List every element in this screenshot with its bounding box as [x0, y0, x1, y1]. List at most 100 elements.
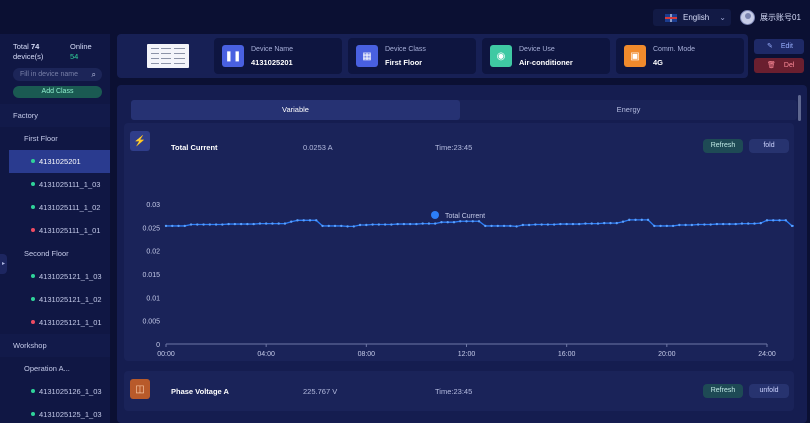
data-point[interactable] — [552, 223, 556, 226]
data-point[interactable] — [440, 221, 443, 224]
device-item[interactable]: 4131025111_1_01 — [0, 219, 110, 242]
tab-variable[interactable]: Variable — [131, 100, 460, 120]
data-point[interactable] — [703, 223, 706, 226]
data-point[interactable] — [396, 222, 399, 226]
data-point[interactable] — [427, 222, 431, 225]
data-point[interactable] — [690, 223, 694, 227]
data-point[interactable] — [603, 221, 606, 225]
data-point[interactable] — [790, 224, 794, 228]
scrollbar[interactable] — [798, 95, 801, 121]
device-item[interactable]: 4131025201 — [9, 150, 110, 173]
data-point[interactable] — [340, 224, 343, 228]
data-point[interactable] — [521, 223, 525, 227]
data-point[interactable] — [534, 223, 537, 226]
tab-energy[interactable]: Energy — [616, 105, 641, 114]
data-point[interactable] — [459, 220, 462, 223]
data-point[interactable] — [772, 219, 775, 222]
data-point[interactable] — [315, 219, 318, 222]
data-point[interactable] — [490, 224, 493, 228]
data-point[interactable] — [252, 222, 255, 226]
data-point[interactable] — [308, 219, 312, 222]
data-point[interactable] — [371, 223, 374, 226]
data-point[interactable] — [721, 222, 725, 226]
refresh-button[interactable]: Refresh — [703, 139, 743, 153]
data-point[interactable] — [196, 223, 199, 226]
data-point[interactable] — [477, 220, 481, 223]
data-point[interactable] — [290, 220, 293, 223]
data-point[interactable] — [653, 224, 656, 228]
tree-group[interactable]: Factory — [0, 104, 110, 127]
user-menu[interactable]: 展示账号01 — [740, 10, 801, 25]
device-item[interactable]: 4131025111_1_03 — [0, 173, 110, 196]
data-point[interactable] — [446, 221, 449, 224]
data-point[interactable] — [183, 224, 186, 228]
data-point[interactable] — [233, 222, 237, 226]
data-point[interactable] — [546, 223, 550, 226]
data-point[interactable] — [189, 223, 193, 226]
data-point[interactable] — [383, 223, 387, 226]
data-point[interactable] — [227, 222, 230, 226]
data-point[interactable] — [778, 219, 781, 222]
data-point[interactable] — [239, 222, 243, 226]
data-point[interactable] — [753, 222, 756, 225]
data-point[interactable] — [709, 223, 712, 226]
data-point[interactable] — [327, 224, 330, 228]
tree-group[interactable]: Workshop — [0, 334, 110, 357]
data-point[interactable] — [615, 221, 618, 225]
refresh-button[interactable]: Refresh — [703, 384, 743, 398]
data-point[interactable] — [171, 224, 174, 228]
unfold-button[interactable]: unfold — [749, 384, 789, 398]
data-point[interactable] — [390, 223, 393, 226]
data-point[interactable] — [728, 222, 731, 226]
data-point[interactable] — [246, 222, 249, 226]
data-point[interactable] — [640, 218, 643, 222]
data-point[interactable] — [634, 218, 637, 222]
data-point[interactable] — [609, 221, 612, 225]
data-point[interactable] — [277, 222, 280, 225]
data-point[interactable] — [214, 223, 218, 226]
data-point[interactable] — [496, 224, 500, 228]
data-point[interactable] — [333, 224, 337, 228]
data-point[interactable] — [258, 222, 262, 225]
data-point[interactable] — [734, 222, 737, 226]
data-point[interactable] — [584, 222, 587, 225]
data-point[interactable] — [671, 224, 675, 228]
data-point[interactable] — [221, 223, 224, 226]
data-point[interactable] — [665, 224, 669, 228]
data-point[interactable] — [784, 219, 787, 222]
data-point[interactable] — [202, 223, 205, 226]
language-selector[interactable]: English ⌄ — [653, 9, 731, 26]
delete-button[interactable]: 🗑 Del — [754, 58, 804, 73]
data-point[interactable] — [433, 222, 437, 225]
device-item[interactable]: 4131025121_1_02 — [0, 288, 110, 311]
data-point[interactable] — [759, 221, 762, 225]
tree-group[interactable]: First Floor — [0, 127, 110, 150]
data-point[interactable] — [283, 222, 287, 225]
data-point[interactable] — [628, 218, 631, 222]
device-item[interactable]: 4131025111_1_02 — [0, 196, 110, 219]
data-point[interactable] — [321, 224, 324, 228]
search-icon[interactable]: ⌕ — [91, 70, 96, 79]
data-point[interactable] — [577, 222, 581, 226]
data-point[interactable] — [540, 223, 543, 226]
data-point[interactable] — [765, 219, 769, 222]
data-point[interactable] — [271, 222, 274, 225]
data-point[interactable] — [415, 222, 418, 226]
device-search-input[interactable]: Fill in device name ⌕ — [13, 68, 102, 81]
device-item[interactable]: 4131025121_1_03 — [0, 265, 110, 288]
data-point[interactable] — [377, 223, 381, 226]
tree-group[interactable]: Second Floor — [0, 242, 110, 265]
data-point[interactable] — [408, 222, 412, 226]
add-class-button[interactable]: Add Class — [13, 86, 102, 98]
data-point[interactable] — [164, 224, 168, 228]
data-point[interactable] — [715, 222, 719, 226]
edit-button[interactable]: ✎ Edit — [754, 39, 804, 54]
data-point[interactable] — [471, 220, 474, 223]
data-point[interactable] — [527, 223, 531, 227]
data-point[interactable] — [559, 222, 562, 226]
legend-marker[interactable] — [431, 211, 439, 219]
legend-label[interactable]: Total Current — [445, 213, 485, 220]
data-point[interactable] — [747, 222, 750, 225]
device-item[interactable]: 4131025125_1_03 — [0, 403, 110, 423]
data-point[interactable] — [208, 223, 212, 226]
